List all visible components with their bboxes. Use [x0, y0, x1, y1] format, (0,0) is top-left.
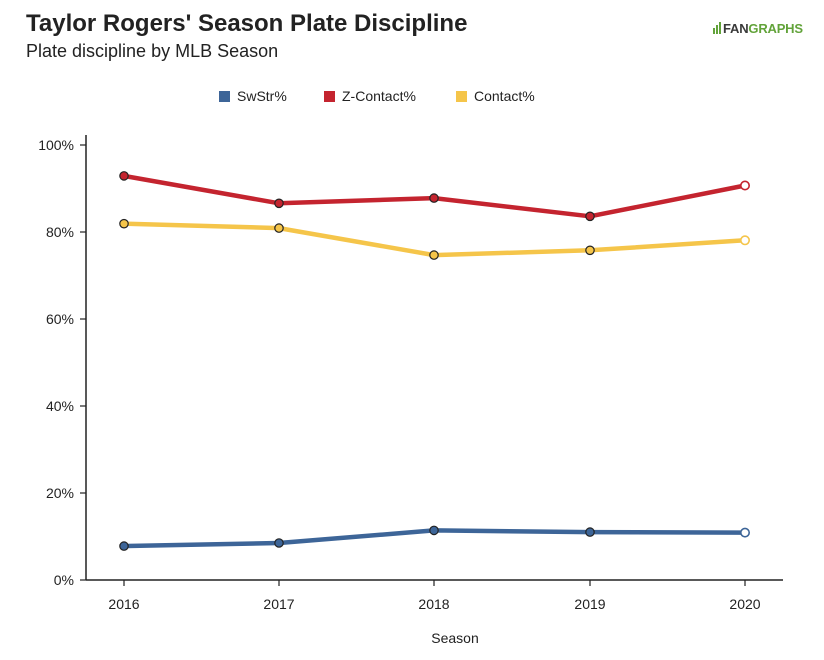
data-point[interactable]	[274, 198, 284, 209]
fangraphs-logo-icon	[713, 22, 721, 34]
chart-series	[119, 171, 750, 551]
chart-axes: 0% 20% 40% 60% 80% 100% 2016 2017 2018 2019 2020	[38, 135, 783, 612]
data-point[interactable]	[429, 525, 439, 536]
data-point[interactable]	[274, 538, 284, 548]
legend-swatch	[324, 91, 335, 102]
data-point[interactable]	[585, 527, 595, 537]
series-contact-	[119, 218, 750, 260]
y-tick-label: 60%	[46, 311, 74, 327]
y-tick-label: 20%	[46, 485, 74, 501]
legend-label: Z-Contact%	[342, 88, 416, 104]
legend-item-swstr: SwStr%	[219, 88, 287, 104]
x-tick-label: 2017	[263, 596, 294, 612]
legend-item-contact: Contact%	[456, 88, 535, 104]
y-tick-label: 0%	[54, 572, 74, 588]
data-point[interactable]	[119, 218, 129, 229]
x-tick-label: 2019	[574, 596, 605, 612]
data-point[interactable]	[585, 245, 595, 256]
series-swstr-	[119, 525, 750, 551]
x-tick-label: 2020	[729, 596, 760, 612]
legend-label: Contact%	[474, 88, 535, 104]
data-point[interactable]	[119, 541, 129, 551]
data-point[interactable]	[739, 527, 750, 538]
data-point[interactable]	[429, 250, 439, 260]
data-point[interactable]	[274, 223, 284, 233]
data-point[interactable]	[429, 193, 439, 203]
legend-label: SwStr%	[237, 88, 287, 104]
data-point[interactable]	[119, 171, 129, 181]
y-tick-label: 40%	[46, 398, 74, 414]
data-point[interactable]	[585, 211, 595, 222]
legend-item-z-contact: Z-Contact%	[324, 88, 416, 104]
legend-swatch	[219, 91, 230, 102]
fangraphs-logo: FANGRAPHS	[712, 21, 803, 36]
chart-legend: SwStr% Z-Contact% Contact%	[0, 88, 824, 108]
y-tick-label: 100%	[38, 137, 74, 153]
legend-swatch	[456, 91, 467, 102]
x-axis-label: Season	[431, 630, 478, 646]
chart-title: Taylor Rogers' Season Plate Discipline	[26, 10, 468, 37]
y-tick-label: 80%	[46, 224, 74, 240]
x-tick-label: 2016	[108, 596, 139, 612]
logo-text-fan: FAN	[723, 21, 749, 36]
x-tick-label: 2018	[418, 596, 449, 612]
series-z-contact-	[119, 171, 750, 222]
logo-text-graphs: GRAPHS	[748, 21, 803, 36]
chart-subtitle: Plate discipline by MLB Season	[26, 41, 279, 61]
data-point[interactable]	[739, 235, 750, 246]
data-point[interactable]	[739, 180, 750, 191]
